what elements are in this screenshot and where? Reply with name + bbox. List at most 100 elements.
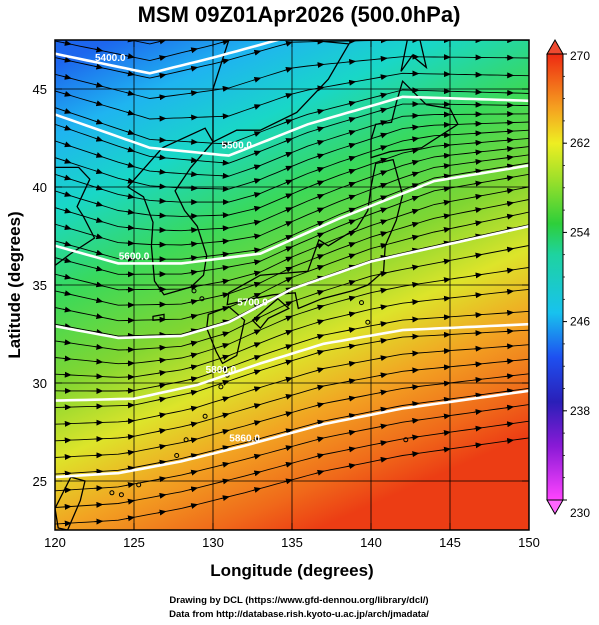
wind-arrow <box>252 104 262 110</box>
wind-arrow <box>283 193 293 200</box>
wind-arrow <box>220 331 230 338</box>
wind-arrow <box>252 487 262 493</box>
coastline-korea-peninsula <box>126 127 214 296</box>
wind-arrow <box>347 446 357 453</box>
wind-arrow <box>410 195 420 202</box>
wind-arrow <box>252 233 262 240</box>
wind-arrow <box>94 118 104 125</box>
wind-arrow <box>252 355 262 361</box>
wind-arrow <box>473 193 483 200</box>
wind-arrow <box>94 82 104 88</box>
colorbar-tick-label: 238 <box>570 404 590 418</box>
wind-arrow <box>315 167 325 173</box>
wind-arrow <box>315 436 325 443</box>
wind-arrow <box>63 26 71 28</box>
wind-arrow <box>62 487 72 494</box>
wind-arrow <box>315 384 325 391</box>
wind-arrow <box>62 40 72 46</box>
contour-line-5400.0 <box>55 40 283 75</box>
x-tick-label: 135 <box>281 535 303 550</box>
wind-arrow <box>410 451 420 458</box>
wind-arrow <box>283 119 293 125</box>
wind-arrow <box>442 240 451 247</box>
wind-arrow <box>125 90 135 96</box>
wind-arrow <box>283 179 293 186</box>
wind-arrow <box>442 199 451 206</box>
wind-arrow <box>220 445 230 452</box>
wind-arrow <box>315 243 325 250</box>
wind-arrow <box>442 413 451 420</box>
wind-arrow <box>220 238 230 245</box>
wind-arrow <box>94 358 104 365</box>
wind-arrow <box>473 361 483 368</box>
wind-arrow <box>410 247 420 254</box>
wind-arrow <box>315 85 325 92</box>
wind-arrow <box>220 428 230 435</box>
wind-arrow <box>220 354 230 361</box>
wind-arrow <box>473 392 483 399</box>
wind-arrow <box>252 247 262 254</box>
wind-arrow <box>410 264 420 271</box>
wind-arrow <box>283 235 293 241</box>
x-tick-label: 120 <box>44 535 66 550</box>
wind-arrow <box>347 230 357 237</box>
wind-arrow <box>315 402 325 409</box>
wind-arrow <box>252 329 262 336</box>
wind-arrow <box>442 348 451 355</box>
contour-line-5500.0 <box>55 95 529 157</box>
wind-arrow <box>347 311 357 318</box>
wind-arrow <box>62 273 72 280</box>
wind-arrow <box>189 486 199 493</box>
wind-arrow <box>220 58 230 65</box>
wind-arrow <box>473 376 483 383</box>
wind-arrow <box>157 492 167 499</box>
wind-arrow <box>283 67 293 73</box>
wind-arrow <box>189 364 199 371</box>
wind-arrow <box>126 433 135 440</box>
wind-arrow <box>94 135 104 142</box>
wind-arrow <box>505 187 515 194</box>
wind-arrow <box>252 403 262 410</box>
wind-arrow <box>410 208 420 215</box>
x-tick-label: 130 <box>202 535 224 550</box>
wind-arrow <box>442 213 451 220</box>
wind-arrow <box>157 72 167 79</box>
wind-arrow <box>252 178 262 185</box>
wind-arrow <box>94 100 104 107</box>
wind-arrow <box>315 153 325 160</box>
wind-arrow <box>347 58 357 65</box>
wind-arrow <box>283 207 293 213</box>
wind-arrow <box>126 465 135 472</box>
wind-arrow <box>473 442 483 449</box>
wind-arrow <box>347 253 357 260</box>
wind-arrow <box>505 421 515 428</box>
wind-arrow <box>94 46 104 53</box>
colorbar-tick-label: 230 <box>570 506 590 520</box>
coastline-shikoku <box>251 297 290 330</box>
wind-arrow <box>473 158 483 165</box>
wind-arrow <box>157 443 167 450</box>
wind-arrow <box>505 246 515 253</box>
wind-arrow <box>315 290 325 296</box>
wind-arrow <box>220 264 230 271</box>
wind-arrow <box>378 423 388 430</box>
contour-label: 5700.0 <box>237 298 268 309</box>
wind-arrow <box>157 154 167 161</box>
wind-arrow <box>442 173 451 180</box>
wind-arrow <box>283 277 293 283</box>
wind-arrow <box>442 314 451 321</box>
wind-arrow <box>378 207 388 214</box>
colorbar-ticks: 230 238 246 254 262 270 <box>563 49 590 520</box>
wind-arrow <box>283 393 293 400</box>
y-axis-label: Latitude (degrees) <box>5 211 24 358</box>
colorbar-tick-label: 270 <box>570 49 590 63</box>
credit-drawing: Drawing by DCL (https://www.gfd-dennou.o… <box>169 595 428 606</box>
wind-arrow <box>378 107 388 114</box>
wind-arrow <box>126 193 135 200</box>
wind-arrow <box>125 162 135 168</box>
wind-arrow <box>252 420 262 426</box>
wind-arrow <box>378 456 388 463</box>
wind-arrow <box>157 183 167 190</box>
wind-arrow <box>473 168 483 175</box>
